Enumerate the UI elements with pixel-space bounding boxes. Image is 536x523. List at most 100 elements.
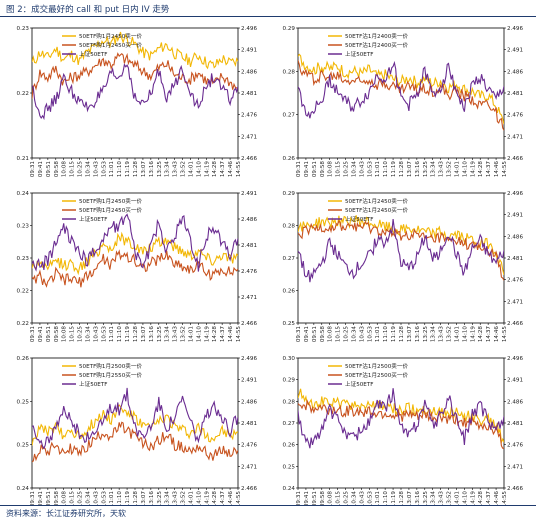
right-tick-label: 2.496: [507, 191, 523, 197]
right-tick-label: 2.496: [241, 26, 257, 32]
x-tick-label: 13:25: [423, 161, 429, 178]
series-line-1: [32, 31, 238, 70]
x-tick-label: 13:34: [165, 326, 171, 343]
right-tick-label: 2.491: [241, 378, 257, 384]
x-tick-label: 13:16: [149, 161, 155, 178]
plot-frame: [31, 192, 239, 324]
legend-entry: 50ETF购1月2450卖一价: [79, 32, 142, 40]
right-tick-label: 2.466: [507, 156, 523, 162]
x-tick-label: 13:43: [439, 161, 445, 178]
x-tick-label: 14:10: [196, 326, 202, 343]
x-tick-label: 10:53: [367, 491, 373, 505]
x-tick-label: 14:10: [196, 161, 202, 178]
x-tick-label: 11:01: [375, 491, 381, 505]
x-tick-label: 14:37: [220, 326, 226, 343]
figure-title: 图 2：成交最好的 call 和 put 日内 IV 走势: [6, 5, 170, 15]
x-tick-label: 11:01: [375, 326, 381, 343]
x-tick-label: 14:55: [502, 491, 508, 505]
x-tick-label: 14:55: [236, 491, 242, 505]
x-tick-label: 13:16: [149, 491, 155, 505]
x-tick-label: 09:51: [46, 491, 52, 505]
x-tick-label: 10:15: [70, 326, 76, 343]
x-tick-label: 11:28: [399, 491, 405, 505]
right-tick-label: 2.466: [241, 321, 257, 327]
x-tick-label: 14:19: [204, 491, 210, 505]
x-tick-label: 14:28: [478, 326, 484, 343]
x-tick-label: 13:07: [141, 326, 147, 343]
left-tick-label: 0.24: [17, 486, 30, 492]
left-tick-label: 0.21: [17, 156, 30, 162]
x-tick-label: 14:55: [502, 326, 508, 343]
series-line-3: [298, 388, 504, 449]
x-tick-label: 11:28: [399, 161, 405, 178]
right-tick-label: 2.486: [507, 399, 523, 405]
x-tick-label: 14:55: [502, 161, 508, 178]
x-tick-label: 13:25: [157, 491, 163, 505]
x-tick-label: 09:41: [304, 161, 310, 178]
left-tick-label: 0.22: [17, 321, 29, 327]
x-tick-label: 13:07: [141, 161, 147, 178]
x-tick-label: 09:58: [320, 161, 326, 178]
legend-entry: 上证50ETF: [345, 380, 373, 388]
x-tick-label: 13:43: [173, 326, 179, 343]
left-tick-label: 0.29: [283, 378, 296, 384]
left-tick-label: 0.24: [283, 486, 296, 492]
x-tick-label: 13:16: [415, 161, 421, 178]
x-tick-label: 13:43: [173, 161, 179, 178]
x-tick-label: 09:41: [38, 161, 44, 178]
right-tick-label: 2.481: [241, 91, 257, 97]
x-tick-label: 10:25: [344, 161, 350, 178]
series-line-3: [298, 60, 504, 119]
x-tick-label: 10:34: [351, 491, 357, 505]
right-tick-label: 2.476: [507, 443, 523, 449]
x-tick-label: 14:46: [494, 491, 500, 505]
right-tick-label: 2.476: [241, 113, 257, 119]
x-tick-label: 14:19: [204, 161, 210, 178]
x-tick-label: 10:53: [101, 161, 107, 178]
x-tick-label: 13:43: [439, 491, 445, 505]
right-tick-label: 2.471: [241, 295, 257, 301]
x-tick-label: 09:31: [30, 326, 36, 343]
right-tick-label: 2.486: [241, 399, 257, 405]
x-tick-label: 09:51: [46, 326, 52, 343]
x-tick-label: 11:01: [109, 326, 115, 343]
right-tick-label: 2.471: [507, 299, 523, 305]
legend-entry: 50ETF购1月2500卖一价: [79, 362, 142, 370]
x-tick-label: 14:01: [188, 491, 194, 505]
x-tick-label: 14:10: [196, 491, 202, 505]
right-tick-label: 2.491: [507, 213, 523, 219]
x-tick-label: 13:52: [181, 326, 187, 342]
left-tick-label: 0.30: [283, 356, 296, 362]
right-tick-label: 2.466: [507, 486, 523, 492]
x-tick-label: 14:37: [486, 326, 492, 343]
right-tick-label: 2.491: [241, 48, 257, 54]
x-tick-label: 13:25: [423, 491, 429, 505]
x-tick-label: 09:51: [312, 161, 318, 178]
x-tick-label: 14:55: [236, 161, 242, 178]
left-tick-label: 0.26: [283, 289, 296, 295]
x-tick-label: 09:31: [296, 491, 302, 505]
x-tick-label: 10:08: [328, 326, 334, 343]
series-line-2: [298, 219, 504, 281]
x-tick-label: 14:01: [454, 326, 460, 343]
x-tick-label: 09:58: [320, 326, 326, 343]
left-tick-label: 0.22: [17, 91, 29, 97]
left-tick-label: 0.26: [17, 356, 30, 362]
x-tick-label: 10:15: [336, 326, 342, 343]
x-tick-label: 11:28: [133, 326, 139, 343]
chart-panel-3: 0.22 0.22 0.23 0.23 0.24 2.466 2.471 2.476 2.481…: [17, 191, 258, 342]
x-tick-label: 13:52: [181, 491, 187, 505]
x-tick-label: 11:01: [109, 161, 115, 178]
x-tick-label: 13:07: [141, 491, 147, 505]
x-tick-label: 10:34: [351, 326, 357, 343]
x-tick-label: 09:51: [312, 326, 318, 343]
series-line-2: [32, 249, 238, 288]
x-tick-label: 11:19: [391, 161, 397, 178]
right-tick-label: 2.471: [241, 134, 257, 140]
x-tick-label: 10:25: [78, 161, 84, 178]
right-tick-label: 2.466: [241, 486, 257, 492]
right-tick-label: 2.491: [507, 48, 523, 54]
right-tick-label: 2.471: [507, 134, 523, 140]
